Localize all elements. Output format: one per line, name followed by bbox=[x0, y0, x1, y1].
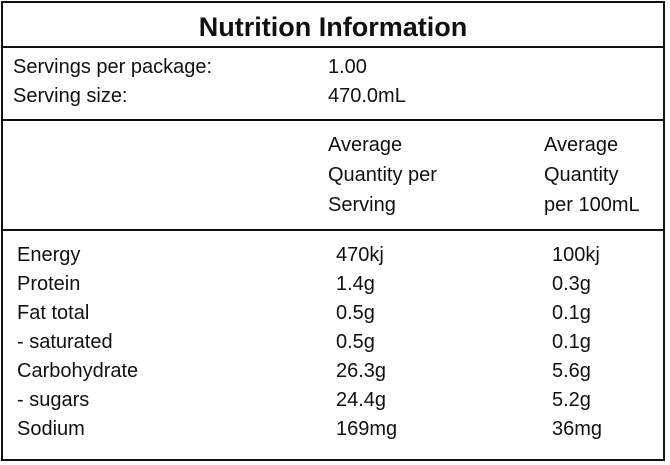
nutrient-per-100ml: 5.2g bbox=[552, 389, 591, 411]
nutrient-per-100ml: 0.1g bbox=[552, 302, 591, 324]
serving-size-label: Serving size: bbox=[13, 85, 128, 107]
header-per-100ml: Average Quantity per 100mL bbox=[544, 134, 640, 216]
nutrient-name: Sodium bbox=[17, 418, 85, 440]
nutrient-per-100ml: 0.3g bbox=[552, 273, 591, 295]
nutrient-name: Protein bbox=[17, 273, 81, 295]
panel-title: Nutrition Information bbox=[198, 12, 468, 42]
nutrient-per-serving: 24.4g bbox=[336, 389, 387, 411]
nutrient-per-serving: 0.5g bbox=[336, 331, 375, 353]
nutrient-per-serving: 1.4g bbox=[336, 273, 375, 295]
nutrient-name: - sugars bbox=[17, 389, 90, 411]
serving-size-value: 470.0mL bbox=[328, 85, 406, 107]
header-per-serving: Average Quantity per Serving bbox=[328, 134, 437, 216]
nutrient-per-serving: 169mg bbox=[336, 418, 398, 440]
nutrient-name: - saturated bbox=[17, 331, 113, 353]
nutrient-name: Fat total bbox=[17, 302, 90, 324]
servings-divider bbox=[3, 119, 663, 121]
nutrient-per-serving: 26.3g bbox=[336, 360, 387, 382]
nutrient-per-100ml: 0.1g bbox=[552, 331, 591, 353]
header-divider bbox=[3, 229, 663, 231]
title-divider bbox=[3, 46, 663, 48]
nutrient-per-100ml: 100kj bbox=[552, 244, 600, 266]
nutrient-per-100ml: 36mg bbox=[552, 418, 603, 440]
nutrient-name: Carbohydrate bbox=[17, 360, 139, 382]
servings-per-package-label: Servings per package: bbox=[13, 56, 213, 78]
nutrient-name: Energy bbox=[17, 244, 81, 266]
nutrient-per-serving: 0.5g bbox=[336, 302, 375, 324]
nutrient-per-serving: 470kj bbox=[336, 244, 384, 266]
nutrient-per-100ml: 5.6g bbox=[552, 360, 591, 382]
servings-per-package-value: 1.00 bbox=[328, 56, 367, 78]
